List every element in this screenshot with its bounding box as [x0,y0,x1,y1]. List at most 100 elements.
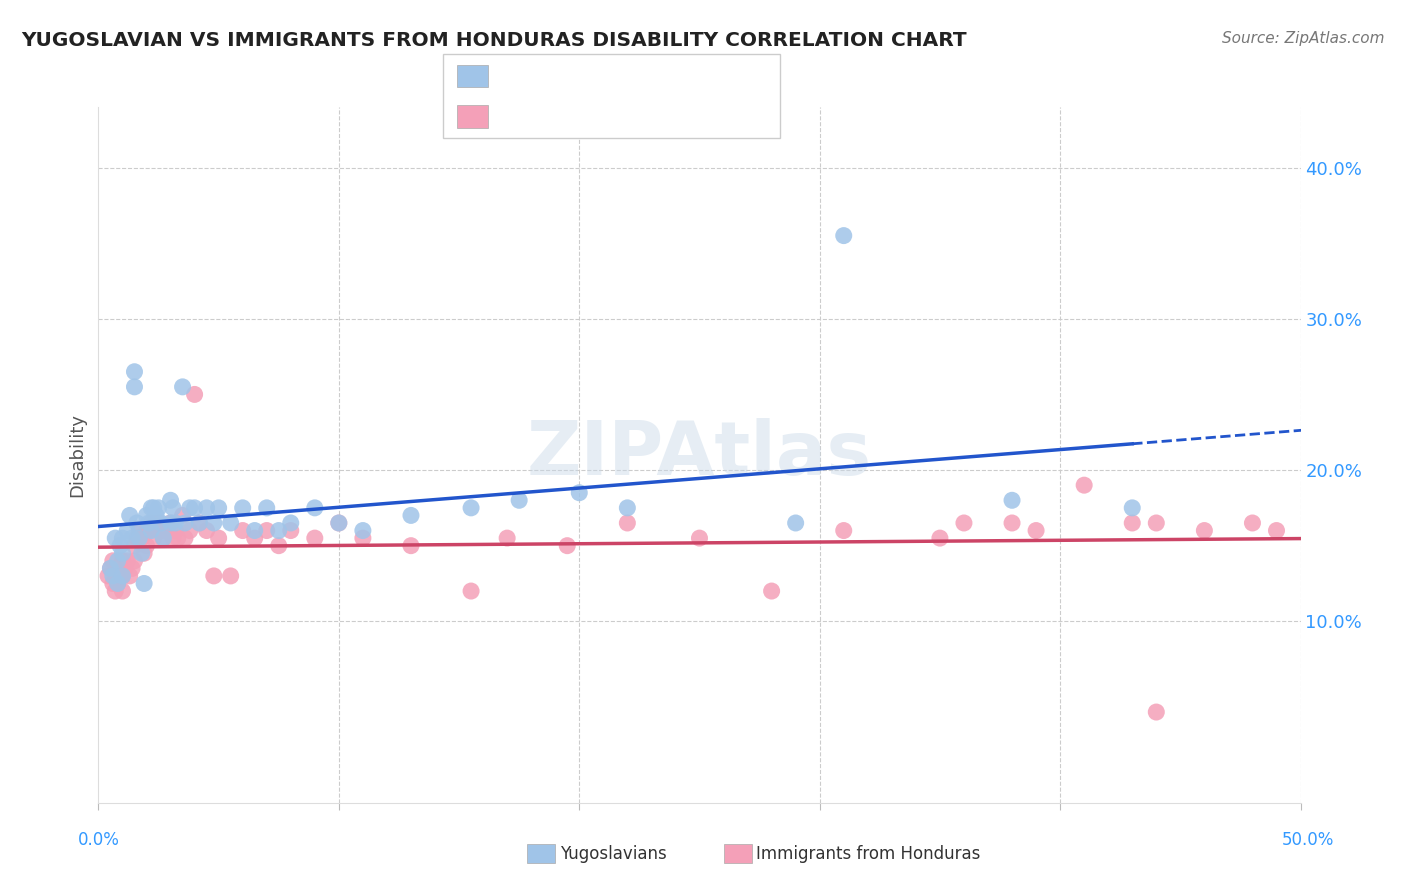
Text: Immigrants from Honduras: Immigrants from Honduras [756,845,981,863]
Point [111,546,134,560]
Point [101,554,124,568]
Point [785,516,807,530]
Point [219,569,242,583]
Text: Yugoslavians: Yugoslavians [560,845,666,863]
Point [107,561,129,575]
Point [928,531,950,545]
Point [1265,524,1288,538]
Point [117,554,139,568]
Point [508,493,530,508]
Point [118,508,141,523]
Point [174,531,197,545]
Point [183,387,205,401]
Point [131,546,153,560]
Point [166,531,188,545]
Point [132,576,155,591]
Point [832,228,855,243]
Point [1121,500,1143,515]
Point [1001,516,1024,530]
Text: ZIPAtlas: ZIPAtlas [527,418,872,491]
Point [149,524,172,538]
Point [155,524,177,538]
Point [267,539,290,553]
Point [1144,705,1167,719]
Point [555,539,578,553]
Point [141,524,163,538]
Point [399,508,422,523]
Point [101,569,124,583]
Point [460,584,482,599]
Point [304,531,326,545]
Point [114,561,136,575]
Point [243,531,266,545]
Point [124,365,146,379]
Point [159,516,181,530]
Point [108,569,131,583]
Point [104,569,127,583]
Point [1025,524,1047,538]
Text: 50.0%: 50.0% [1281,831,1334,849]
Text: N =: N = [598,67,637,85]
Point [1073,478,1095,492]
Point [152,531,174,545]
Text: 0.0%: 0.0% [77,831,120,849]
Point [183,500,205,515]
Point [761,584,783,599]
Point [172,508,194,523]
Point [832,524,855,538]
Point [304,500,326,515]
Point [117,524,139,538]
Point [104,584,127,599]
Point [111,569,134,583]
Point [100,561,122,575]
Point [135,508,157,523]
Point [128,531,150,545]
Point [100,561,122,575]
Point [124,539,146,553]
Point [138,516,160,530]
Point [496,531,519,545]
Point [202,569,225,583]
Point [208,531,231,545]
Point [138,524,160,538]
Point [179,524,201,538]
Point [1121,516,1143,530]
Point [142,531,165,545]
Point [107,576,129,591]
Point [111,531,134,545]
Point [1144,516,1167,530]
Point [208,500,231,515]
Text: 57: 57 [630,67,652,85]
Point [148,516,170,530]
Point [165,524,187,538]
Point [125,531,148,545]
Point [256,500,278,515]
Text: N =: N = [598,107,637,125]
Point [111,569,134,583]
Text: 0.124: 0.124 [531,107,583,125]
Point [689,531,711,545]
Text: 0.168: 0.168 [531,67,582,85]
Point [195,524,218,538]
Point [121,531,143,545]
Point [243,524,266,538]
Point [616,516,638,530]
Point [125,516,148,530]
Text: Source: ZipAtlas.com: Source: ZipAtlas.com [1222,31,1385,46]
Point [159,493,181,508]
Point [188,516,211,530]
Point [159,516,181,530]
Point [145,508,167,523]
Point [1241,516,1264,530]
Point [280,524,302,538]
Point [232,500,254,515]
Point [179,500,201,515]
Text: YUGOSLAVIAN VS IMMIGRANTS FROM HONDURAS DISABILITY CORRELATION CHART: YUGOSLAVIAN VS IMMIGRANTS FROM HONDURAS … [21,31,967,50]
Point [124,380,146,394]
Point [132,546,155,560]
Point [121,561,143,575]
Point [195,500,218,515]
Point [149,516,172,530]
Point [152,531,174,545]
Point [135,539,157,553]
